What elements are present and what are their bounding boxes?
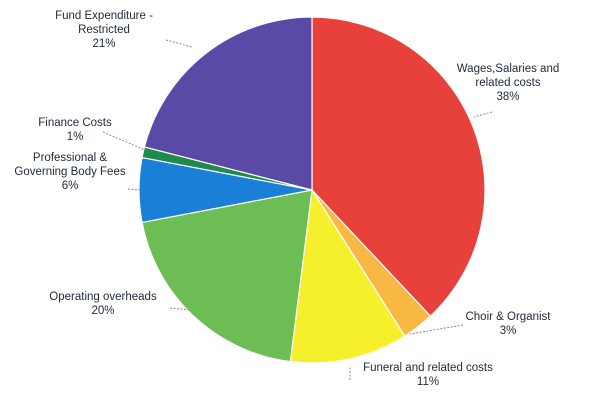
leader-line bbox=[165, 39, 193, 48]
pie-slice bbox=[311, 16, 486, 317]
slice-label-line: related costs bbox=[475, 77, 540, 89]
slice-label-line: Wages,Salaries and bbox=[457, 63, 560, 75]
pie-slices bbox=[138, 16, 486, 364]
slice-label-line: Finance Costs bbox=[38, 117, 112, 129]
slice-label: Finance Costs 1% bbox=[38, 117, 112, 143]
slice-label-line: Fund Expenditure - bbox=[55, 10, 153, 22]
pie-slice bbox=[143, 16, 313, 191]
slice-label-line: Operating overheads bbox=[49, 291, 157, 303]
leader-line bbox=[127, 188, 141, 191]
slice-label: Fund Expenditure - Restricted 21% bbox=[55, 10, 153, 50]
slice-label: Choir & Organist 3% bbox=[465, 311, 551, 337]
slice-label-line: 6% bbox=[62, 180, 79, 192]
slice-label-line: 1% bbox=[67, 131, 84, 143]
slice-label-line: 20% bbox=[91, 305, 114, 317]
slice-label-line: Governing Body Fees bbox=[14, 166, 125, 178]
slice-label: Professional & Governing Body Fees 6% bbox=[14, 152, 125, 192]
pie-slice bbox=[141, 189, 313, 363]
slice-label-line: Professional & bbox=[33, 152, 107, 164]
leader-line bbox=[409, 324, 464, 335]
pie-slice bbox=[289, 188, 406, 364]
slice-label: Operating overheads 20% bbox=[49, 291, 157, 317]
slice-label-line: 3% bbox=[500, 325, 517, 337]
slice-labels: Wages,Salaries and related costs 38% Choir … bbox=[14, 10, 559, 388]
slice-label-line: Choir & Organist bbox=[465, 311, 551, 323]
slice-label-line: Restricted bbox=[78, 24, 130, 36]
slice-label-line: 21% bbox=[92, 38, 115, 50]
slice-label: Funeral and related costs 11% bbox=[363, 362, 493, 388]
leader-line bbox=[102, 131, 146, 151]
slice-label-line: 38% bbox=[496, 91, 519, 103]
slice-label-line: 11% bbox=[417, 376, 439, 388]
slice-label-line: Funeral and related costs bbox=[363, 362, 493, 374]
leader-line bbox=[473, 111, 493, 118]
leader-lines bbox=[102, 39, 493, 380]
slice-label: Wages,Salaries and related costs 38% bbox=[457, 63, 560, 103]
